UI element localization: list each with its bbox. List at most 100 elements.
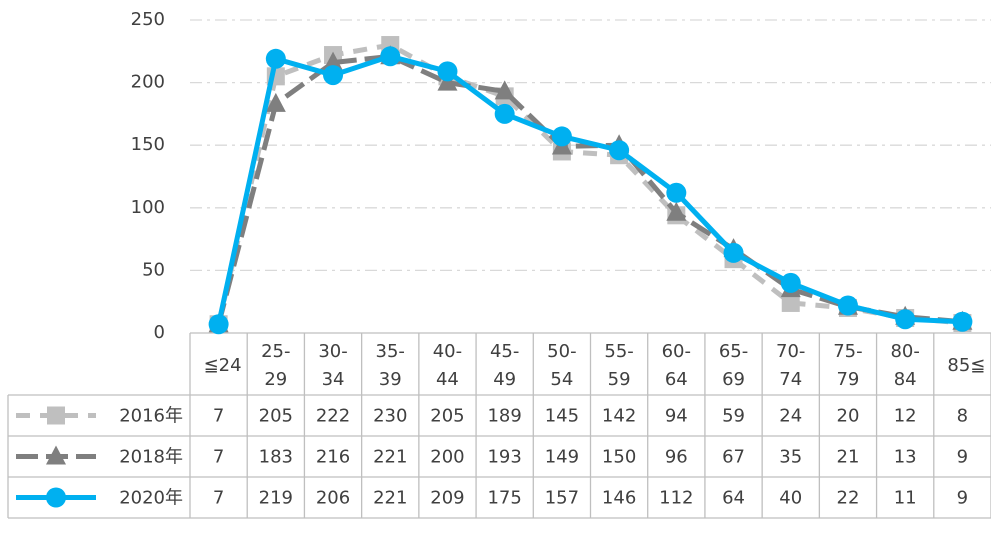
marker	[323, 51, 344, 71]
table-value: 206	[316, 488, 350, 509]
x-tick-label: 30-34	[304, 338, 361, 394]
x-tick-text: 40-44	[432, 341, 463, 390]
table-value: 13	[894, 447, 917, 468]
x-tick-text: 45-49	[489, 341, 520, 390]
table-value: 205	[259, 406, 293, 427]
x-tick-text: 30-34	[318, 341, 348, 390]
x-tick-text: 35-39	[375, 341, 405, 390]
table-value: 24	[779, 406, 802, 427]
marker	[781, 293, 800, 312]
x-tick-text: ≦24	[203, 355, 242, 376]
marker	[895, 309, 916, 330]
y-tick-label: 200	[131, 72, 165, 93]
marker	[723, 242, 744, 263]
x-tick-text: 80-84	[890, 341, 920, 390]
table-value: 64	[722, 488, 745, 509]
x-tick-label: 45-49	[476, 338, 533, 394]
marker	[666, 182, 687, 203]
table-value: 20	[837, 406, 860, 427]
table-value: 7	[213, 488, 224, 509]
marker	[46, 445, 66, 465]
marker	[952, 311, 973, 332]
table-value: 12	[894, 406, 917, 427]
marker	[437, 61, 458, 82]
table-value: 221	[373, 488, 407, 509]
series-line	[216, 53, 963, 325]
marker	[208, 314, 229, 335]
table-value: 221	[373, 447, 407, 468]
table-value: 219	[259, 488, 293, 509]
table-value: 96	[665, 447, 688, 468]
marker	[494, 103, 515, 124]
y-tick-label: 150	[131, 134, 165, 155]
table-value: 146	[602, 488, 636, 509]
x-tick-label: 65-69	[705, 338, 762, 394]
table-value: 175	[487, 488, 521, 509]
table-value: 94	[665, 406, 688, 427]
x-tick-text: 75-79	[833, 341, 863, 390]
y-tick-label: 250	[131, 9, 165, 30]
table-value: 40	[779, 488, 802, 509]
table-value: 21	[837, 447, 860, 468]
legend-label: 2020年	[119, 488, 183, 509]
table-value: 8	[957, 406, 968, 427]
x-tick-label: 85≦	[934, 338, 991, 394]
table-value: 7	[213, 447, 224, 468]
marker	[551, 126, 572, 147]
table-value: 183	[259, 447, 293, 468]
table-value: 11	[894, 488, 917, 509]
table-value: 9	[957, 447, 968, 468]
y-tick-label: 50	[142, 259, 165, 280]
table-value: 205	[430, 406, 464, 427]
x-tick-text: 65-69	[718, 341, 749, 390]
marker	[666, 201, 687, 221]
x-tick-text: 25-29	[261, 341, 291, 390]
table-value: 59	[722, 406, 745, 427]
x-tick-text: 60-64	[661, 341, 691, 390]
marker	[837, 295, 858, 316]
table-value: 200	[430, 447, 464, 468]
table-value: 22	[837, 488, 860, 509]
x-tick-label: 40-44	[419, 338, 476, 394]
marker	[265, 48, 286, 69]
table-value: 209	[430, 488, 464, 509]
marker	[780, 272, 801, 293]
marker	[265, 92, 286, 112]
table-value: 230	[373, 406, 407, 427]
table-value: 7	[213, 406, 224, 427]
legend-label: 2016年	[119, 406, 183, 427]
x-tick-label: 50-54	[533, 338, 590, 394]
marker	[494, 80, 515, 100]
x-tick-label: 25-29	[247, 338, 304, 394]
series-line	[216, 53, 963, 325]
x-tick-text: 85≦	[947, 355, 986, 376]
table-value: 9	[957, 488, 968, 509]
marker	[609, 140, 630, 161]
x-tick-text: 70-74	[776, 341, 806, 390]
x-tick-text: 55-59	[604, 341, 634, 390]
y-tick-label: 100	[131, 197, 165, 218]
table-value: 150	[602, 447, 636, 468]
x-tick-label: 80-84	[877, 338, 934, 394]
series-line	[216, 42, 963, 326]
table-value: 189	[487, 406, 521, 427]
table-value: 216	[316, 447, 350, 468]
marker	[323, 65, 344, 86]
table-value: 67	[722, 447, 745, 468]
x-tick-label: 75-79	[819, 338, 876, 394]
table-value: 112	[659, 488, 693, 509]
x-tick-label: 70-74	[762, 338, 819, 394]
marker	[46, 487, 66, 508]
table-value: 142	[602, 406, 636, 427]
table-value: 35	[779, 447, 802, 468]
x-tick-label: 55-59	[591, 338, 648, 394]
table-value: 149	[545, 447, 579, 468]
x-tick-label: ≦24	[190, 338, 247, 394]
table-value: 145	[545, 406, 579, 427]
marker	[47, 406, 65, 425]
table-value: 222	[316, 406, 350, 427]
x-tick-text: 50-54	[547, 341, 577, 390]
legend-label: 2018年	[119, 447, 183, 468]
